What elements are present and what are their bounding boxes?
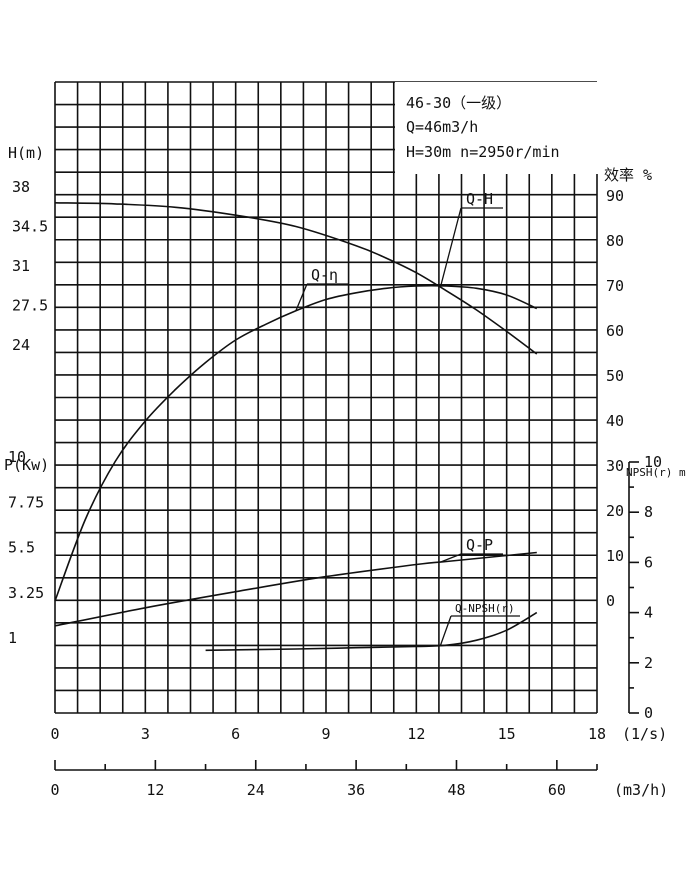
npsh-tick-label: 6 (644, 553, 653, 571)
info-box (395, 82, 605, 174)
x-m3h-tick-label: 36 (347, 781, 365, 799)
head-tick-label: 34.5 (12, 218, 48, 236)
npsh-tick-label: 2 (644, 654, 653, 672)
efficiency-tick-label: 60 (606, 322, 624, 340)
curve-q (54, 284, 538, 602)
efficiency-tick-label: 70 (606, 277, 624, 295)
efficiency-axis-title: 效率 % (604, 166, 652, 184)
x-m3h-tick-label: 12 (146, 781, 164, 799)
series-label-q-npsh-r: Q-NPSH(r) (455, 602, 515, 615)
curve-q-h (54, 202, 538, 355)
efficiency-tick-label: 20 (606, 502, 624, 520)
x-ls-tick-label: 0 (50, 725, 59, 743)
efficiency-tick-label: 50 (606, 367, 624, 385)
power-tick-label: 7.75 (8, 493, 44, 511)
head-tick-label: 38 (12, 178, 30, 196)
npsh-tick-label: 10 (644, 453, 662, 471)
npsh-tick-label: 0 (644, 704, 653, 722)
efficiency-tick-label: 40 (606, 412, 624, 430)
x-ls-tick-label: 6 (231, 725, 240, 743)
power-axis-title: P(Kw) (4, 456, 49, 474)
axis-ticks: 3834.53127.524107.755.53.251908070605040… (8, 178, 662, 799)
curves (54, 202, 538, 652)
leader-line-q-npsh-r (439, 615, 452, 646)
series-label-q: Q-η (311, 266, 338, 284)
x-axis-m3h-unit: (m3/h) (614, 781, 668, 799)
leader-line-q (295, 283, 308, 311)
head-tick-label: 27.5 (12, 297, 48, 315)
info-head-speed: H=30m n=2950r/min (406, 143, 560, 161)
efficiency-tick-label: 0 (606, 592, 615, 610)
power-tick-label: 3.25 (8, 584, 44, 602)
chart-grid (54, 81, 598, 714)
x-ls-tick-label: 18 (588, 725, 606, 743)
power-tick-label: 10 (8, 448, 26, 466)
series-label-q-h: Q-H (466, 190, 493, 208)
series-labels: Q-H Q-η Q-P Q-NPSH(r) (295, 190, 520, 646)
power-tick-label: 5.5 (8, 539, 35, 557)
efficiency-tick-label: 30 (606, 457, 624, 475)
x-m3h-tick-label: 48 (447, 781, 465, 799)
npsh-tick-label: 4 (644, 604, 653, 622)
efficiency-tick-label: 80 (606, 232, 624, 250)
x-ls-tick-label: 9 (321, 725, 330, 743)
x-axis-ls-unit: (1/s) (622, 725, 667, 743)
x-ls-tick-label: 15 (498, 725, 516, 743)
efficiency-tick-label: 10 (606, 547, 624, 565)
x-m3h-tick-label: 24 (247, 781, 265, 799)
npsh-tick-label: 8 (644, 503, 653, 521)
curve-q-p (54, 551, 537, 627)
x-m3h-tick-label: 0 (50, 781, 59, 799)
power-tick-label: 1 (8, 629, 17, 647)
head-tick-label: 31 (12, 257, 30, 275)
series-label-q-p: Q-P (466, 536, 493, 554)
leader-line-q-p (440, 553, 462, 563)
efficiency-tick-label: 90 (606, 187, 624, 205)
x-m3h-tick-label: 60 (548, 781, 566, 799)
info-flow: Q=46m3/h (406, 118, 478, 136)
info-model: 46-30（一级） (406, 94, 511, 112)
leader-line-q-h (439, 207, 462, 288)
x-ls-tick-label: 3 (141, 725, 150, 743)
npsh-axis-title: NPSH(r) m (626, 466, 686, 479)
head-axis-title: H(m) (8, 144, 44, 162)
x-ls-tick-label: 12 (407, 725, 425, 743)
curve-q-npsh-r (205, 611, 538, 652)
head-tick-label: 24 (12, 336, 30, 354)
